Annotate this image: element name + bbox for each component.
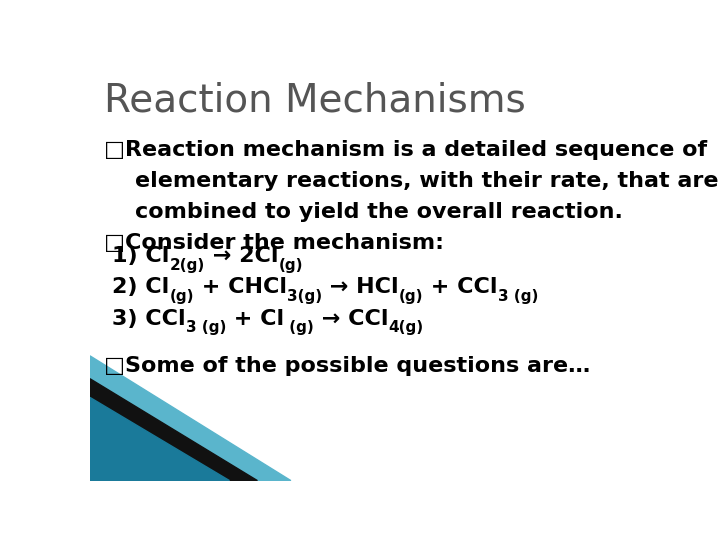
Text: 3) CCl: 3) CCl	[112, 309, 186, 329]
Polygon shape	[90, 379, 258, 481]
Text: + CHCl: + CHCl	[194, 278, 287, 298]
Text: □Reaction mechanism is a detailed sequence of: □Reaction mechanism is a detailed sequen…	[104, 140, 707, 160]
Text: + CCl: + CCl	[423, 278, 498, 298]
Text: combined to yield the overall reaction.: combined to yield the overall reaction.	[104, 202, 623, 222]
Text: 1) Cl: 1) Cl	[112, 246, 170, 266]
Text: 2) Cl: 2) Cl	[112, 278, 170, 298]
Text: 3(g): 3(g)	[287, 289, 322, 304]
Text: 3 (g): 3 (g)	[498, 289, 538, 304]
Text: (g): (g)	[399, 289, 423, 304]
Text: □Some of the possible questions are…: □Some of the possible questions are…	[104, 356, 590, 376]
Text: + Cl: + Cl	[226, 309, 284, 329]
Text: (g): (g)	[284, 320, 314, 335]
Text: Reaction Mechanisms: Reaction Mechanisms	[104, 82, 526, 119]
Text: → HCl: → HCl	[322, 278, 399, 298]
Text: (g): (g)	[170, 289, 194, 304]
Text: 3 (g): 3 (g)	[186, 320, 226, 335]
Text: 4(g): 4(g)	[389, 320, 424, 335]
Text: → CCl: → CCl	[314, 309, 389, 329]
Text: □Consider the mechanism:: □Consider the mechanism:	[104, 233, 444, 253]
Text: → 2Cl: → 2Cl	[205, 246, 279, 266]
Polygon shape	[90, 397, 230, 481]
Text: 2(g): 2(g)	[170, 258, 205, 273]
Text: (g): (g)	[279, 258, 303, 273]
Text: elementary reactions, with their rate, that are: elementary reactions, with their rate, t…	[104, 171, 719, 191]
Polygon shape	[90, 356, 291, 481]
